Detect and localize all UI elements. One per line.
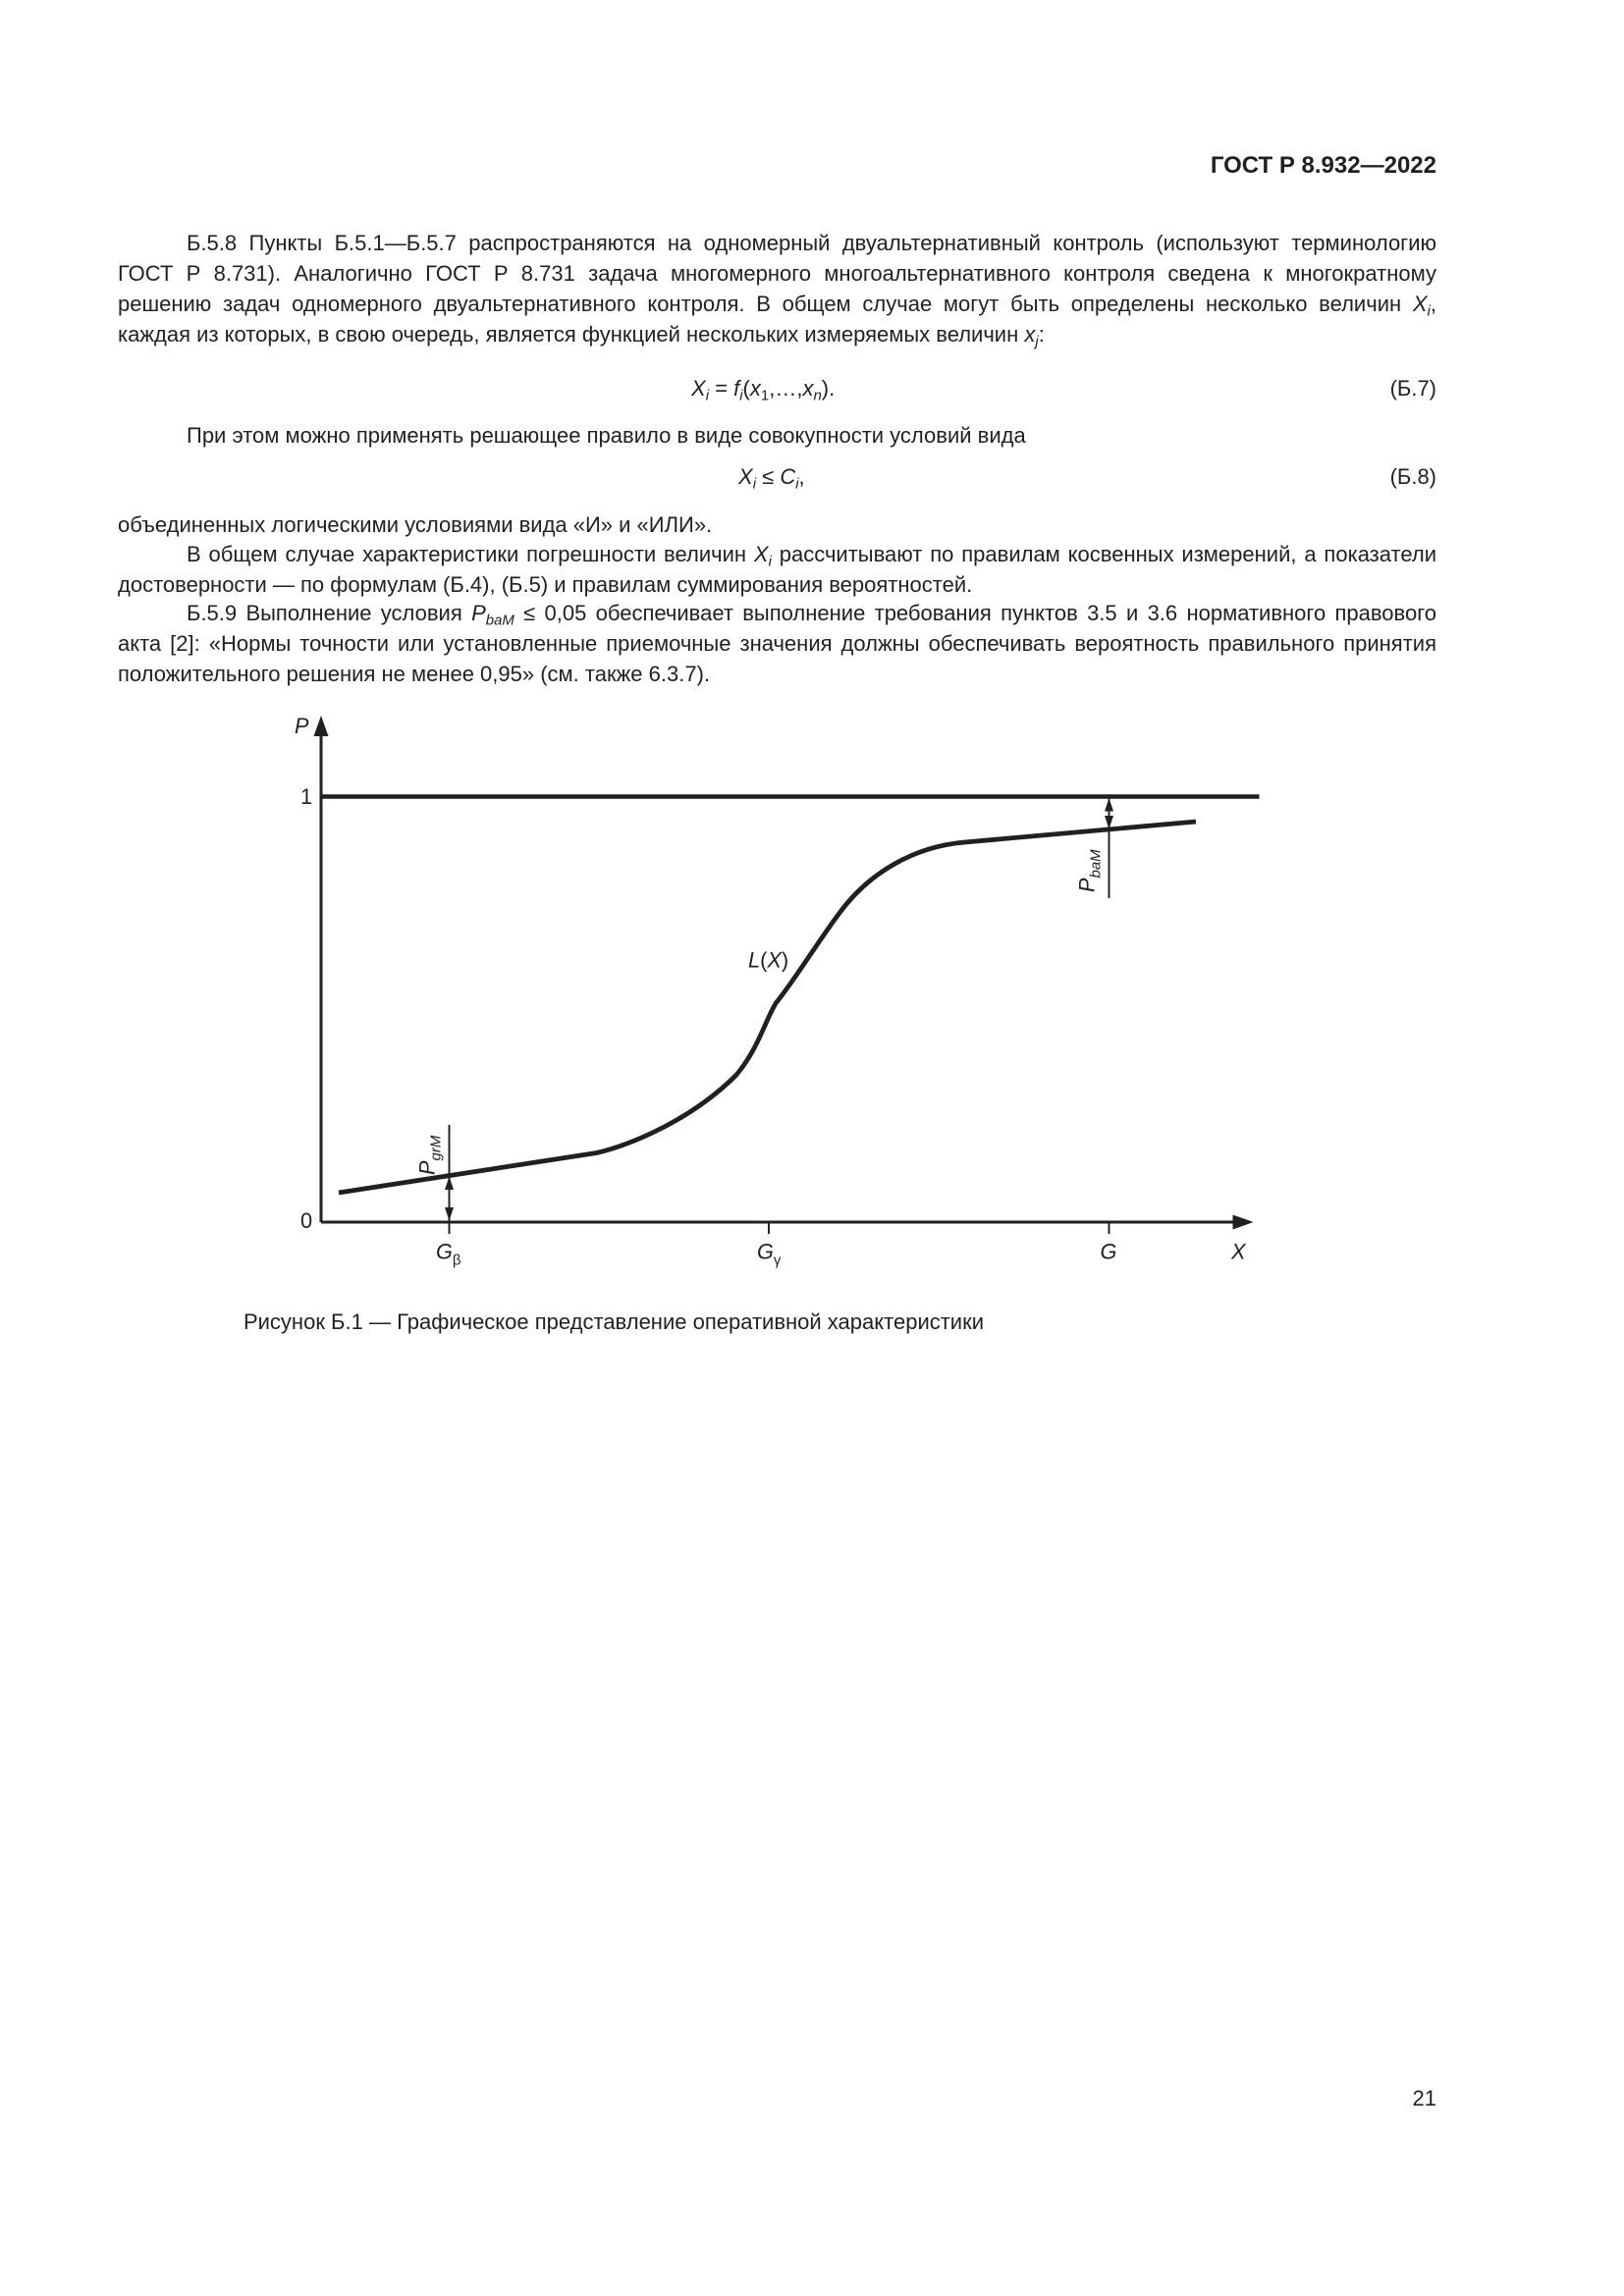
- text: :: [1038, 322, 1045, 347]
- figure-caption: Рисунок Б.1 — Графическое представление …: [243, 1309, 985, 1334]
- page-number: 21: [1412, 2086, 1436, 2110]
- subscript: baM: [485, 612, 514, 629]
- x-tick-label: Gγ: [757, 1240, 782, 1269]
- symbol: G: [436, 1240, 453, 1264]
- symbol: X: [738, 464, 753, 489]
- symbol: C: [780, 464, 796, 489]
- text: (: [742, 376, 750, 400]
- subscript: i: [705, 387, 710, 404]
- text: рассчитывают по правилам косвенных измер…: [118, 542, 1436, 597]
- symbol: x: [749, 376, 761, 400]
- subscript: γ: [774, 1253, 782, 1269]
- symbol: x: [1024, 322, 1036, 347]
- paragraph: В общем случае характеристики погрешност…: [118, 539, 1436, 600]
- text: ≤: [756, 464, 781, 489]
- arrow: [444, 1207, 454, 1221]
- subscript: i: [752, 475, 757, 493]
- subscript: 1: [760, 387, 770, 404]
- symbol: X: [691, 376, 706, 400]
- text: ).: [821, 376, 836, 400]
- text: , каждая из которых, в свою очередь, явл…: [118, 292, 1436, 347]
- formula: Xi ≤ Ci,: [738, 464, 805, 493]
- symbol: G: [757, 1240, 774, 1264]
- y-tick-label: 0: [300, 1208, 312, 1233]
- text: ): [782, 948, 788, 973]
- subscript: baM: [1087, 849, 1104, 879]
- x-axis-label: X: [1230, 1240, 1247, 1264]
- subscript: i: [768, 553, 772, 570]
- subscript: j: [1035, 333, 1039, 350]
- symbol: f: [733, 376, 740, 400]
- text: ≤ 0,05 обеспечивает выполнение требовани…: [118, 601, 1436, 686]
- x-tick-label: Gβ: [436, 1240, 461, 1269]
- symbol: X: [753, 542, 769, 566]
- paragraph: объединенных логическими условиями вида …: [118, 512, 713, 537]
- text: В общем случае характеристики погрешност…: [187, 542, 754, 566]
- arrow: [1104, 816, 1113, 829]
- subscript: n: [813, 387, 822, 404]
- formula-number: (Б.8): [1389, 464, 1436, 489]
- text: ,…,: [769, 376, 803, 400]
- symbol: P: [471, 601, 486, 625]
- arrow: [444, 1176, 454, 1191]
- subscript: i: [1427, 302, 1431, 320]
- subscript: grM: [427, 1135, 444, 1160]
- arrow: [1104, 798, 1113, 812]
- p-grm-label: PgrM: [414, 1135, 444, 1175]
- symbol: x: [802, 376, 814, 400]
- formula: Xi = fi(x1,…,xn).: [691, 376, 836, 404]
- arrow: [1232, 1214, 1254, 1230]
- formula-number: (Б.7): [1389, 376, 1436, 400]
- symbol: P: [414, 1160, 439, 1175]
- text: Б.5.9 Выполнение условия: [187, 601, 472, 625]
- text: (: [760, 948, 768, 973]
- paragraph: При этом можно применять решающее правил…: [187, 423, 1026, 448]
- text: ,: [798, 464, 805, 489]
- symbol: L: [748, 948, 760, 973]
- header-title: ГОСТ Р 8.932—2022: [1210, 152, 1436, 179]
- subscript: β: [453, 1253, 461, 1269]
- x-tick-label: G: [1100, 1240, 1116, 1264]
- symbol: P: [1074, 878, 1099, 892]
- subscript: i: [795, 475, 799, 493]
- text: =: [709, 376, 734, 400]
- curve-label: L(X): [748, 948, 788, 973]
- text: Б.5.8 Пункты Б.5.1—Б.5.7 распространяютс…: [118, 231, 1436, 316]
- paragraph: Б.5.8 Пункты Б.5.1—Б.5.7 распространяютс…: [118, 228, 1436, 349]
- y-tick-label: 1: [300, 784, 312, 809]
- arrow: [313, 716, 329, 737]
- symbol: X: [1412, 292, 1428, 316]
- curve: [338, 819, 1197, 1196]
- p-bam-label: PbaM: [1074, 849, 1104, 892]
- y-axis-label: P: [295, 714, 309, 738]
- symbol: X: [766, 948, 783, 973]
- paragraph: Б.5.9 Выполнение условия PbaM ≤ 0,05 обе…: [118, 598, 1436, 689]
- subscript: i: [739, 387, 743, 404]
